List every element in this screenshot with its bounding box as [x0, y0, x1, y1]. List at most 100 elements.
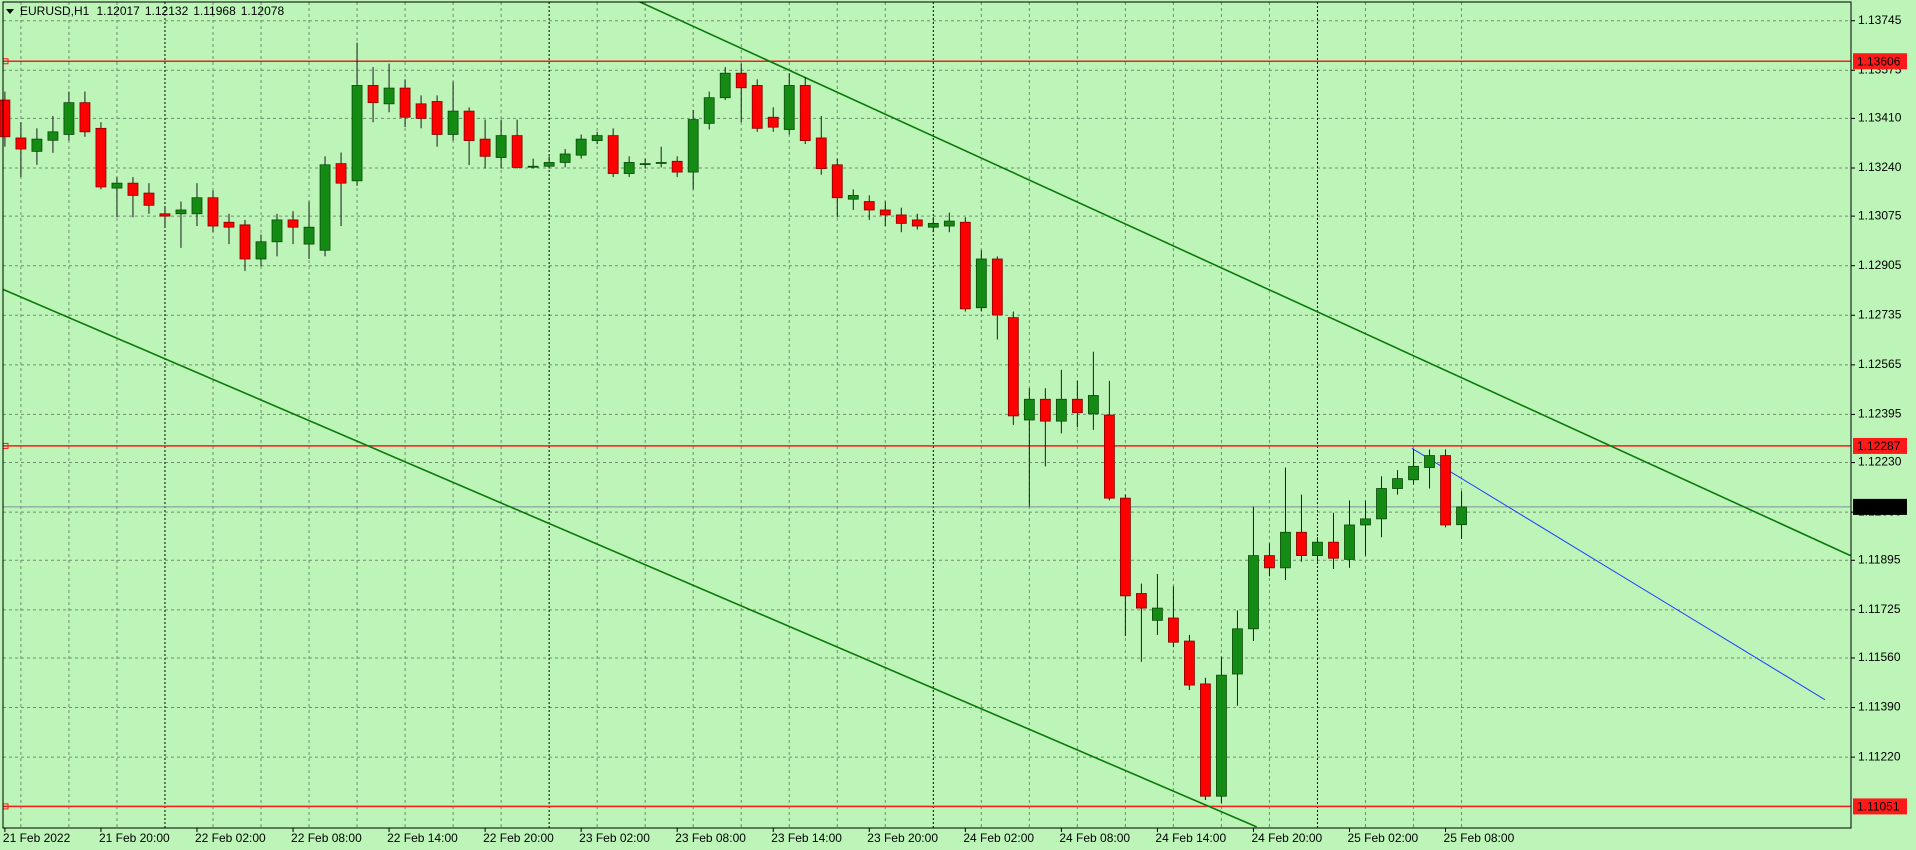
candle-body: [143, 192, 155, 206]
candle-body: [703, 97, 715, 124]
level-label-box: [1853, 437, 1907, 454]
candle-body: [1055, 398, 1067, 422]
candle-body: [415, 103, 427, 119]
candle-body: [1328, 541, 1339, 559]
candle-body: [383, 87, 395, 105]
candle-body: [1296, 531, 1307, 556]
candle-body: [975, 258, 987, 309]
candle-body: [191, 197, 203, 215]
candle-body: [431, 101, 443, 135]
candle-body: [1168, 617, 1179, 643]
candle-body: [991, 258, 1003, 316]
y-tick-label: 1.13075: [1858, 208, 1902, 222]
candle-body: [351, 85, 363, 182]
header-low: 1.11968: [193, 4, 236, 18]
y-tick-label: 1.13410: [1858, 111, 1902, 125]
candle-body: [1376, 488, 1387, 520]
x-tick-label: 21 Feb 2022: [3, 831, 71, 845]
x-tick-label: 23 Feb 02:00: [579, 831, 650, 845]
candle-body: [527, 165, 539, 168]
candle-body: [799, 85, 811, 141]
price-label-box: [1853, 498, 1907, 515]
symbol: EURUSD,H1: [20, 4, 90, 18]
price-labels: 1.13606 1.12287 1.11051 1.12078: [1853, 53, 1907, 815]
candle-body: [1216, 674, 1227, 797]
x-tick-label: 25 Feb 02:00: [1347, 831, 1418, 845]
candle-body: [559, 153, 571, 163]
candle-body: [1087, 395, 1099, 415]
x-tick-label: 24 Feb 20:00: [1251, 831, 1322, 845]
trendline: [638, 2, 1851, 557]
candle-body: [671, 160, 683, 173]
candle-body: [367, 85, 379, 104]
candle-body: [1456, 506, 1467, 526]
y-tick-label: 1.13240: [1858, 160, 1902, 174]
candle-body: [271, 219, 283, 243]
candle-body: [1184, 640, 1195, 686]
plot-frame: [2, 1, 1852, 829]
menu-triangle[interactable]: [6, 9, 14, 14]
candle-body: [1392, 478, 1403, 489]
y-tick-label: 1.11560: [1858, 650, 1901, 664]
candle-body: [1424, 455, 1435, 468]
price-label: 1.12078: [1857, 500, 1901, 514]
level-label: 1.12287: [1857, 439, 1901, 453]
candle-body: [223, 221, 235, 228]
candle-body: [943, 220, 955, 227]
level-label-box: [1853, 53, 1907, 70]
candles: [0, 42, 1467, 804]
candle-body: [1119, 497, 1131, 597]
candle-body: [127, 182, 139, 196]
candle-body: [1039, 398, 1051, 422]
candle-body: [111, 182, 123, 189]
candle-body: [399, 87, 411, 118]
x-tick-label: 23 Feb 08:00: [675, 831, 746, 845]
candle-body: [447, 110, 459, 135]
candle-body: [95, 127, 107, 188]
candle-body: [959, 221, 971, 310]
y-tick-label: 1.12735: [1858, 307, 1902, 321]
header-high: 1.12132: [145, 4, 189, 18]
candle-body: [239, 224, 251, 260]
levels: [2, 58, 1851, 810]
candle-body: [735, 72, 747, 89]
candle-body: [543, 162, 555, 167]
x-tick-label: 24 Feb 14:00: [1155, 831, 1226, 845]
candle-body: [511, 135, 523, 168]
candle-body: [767, 116, 779, 128]
candle-body: [175, 209, 187, 215]
x-tick-label: 23 Feb 14:00: [771, 831, 842, 845]
axis: 1.137451.135751.134101.132401.130751.129…: [3, 13, 1902, 845]
candle-body: [1312, 541, 1323, 556]
candle-body: [1344, 524, 1355, 560]
candle-body: [1264, 555, 1275, 569]
candle-body: [1360, 518, 1371, 526]
candle-body: [1071, 398, 1083, 414]
candle-body: [591, 135, 603, 141]
candle-body: [15, 137, 27, 150]
candle-body: [495, 135, 507, 158]
y-tick-label: 1.13745: [1858, 13, 1902, 27]
y-tick-label: 1.12230: [1858, 455, 1902, 469]
candle-body: [751, 85, 763, 129]
trendlines: [3, 2, 1851, 828]
trendline: [1411, 447, 1826, 701]
candle-body: [607, 135, 619, 174]
candle-body: [1023, 398, 1035, 421]
y-tick-label: 1.11220: [1858, 749, 1901, 763]
candle-body: [1408, 465, 1419, 481]
header-open: 1.12017: [96, 4, 140, 18]
x-tick-label: 23 Feb 20:00: [867, 831, 938, 845]
candle-body: [47, 131, 59, 141]
candle-body: [1103, 414, 1115, 499]
candle-body: [655, 162, 667, 164]
level-label: 1.13606: [1857, 54, 1901, 68]
candle-body: [303, 226, 315, 245]
candle-body: [31, 138, 43, 152]
candle-body: [879, 209, 891, 216]
x-tick-label: 24 Feb 08:00: [1059, 831, 1130, 845]
candle-body: [847, 195, 859, 200]
level-label: 1.11051: [1857, 800, 1900, 814]
candle-body: [207, 197, 219, 227]
